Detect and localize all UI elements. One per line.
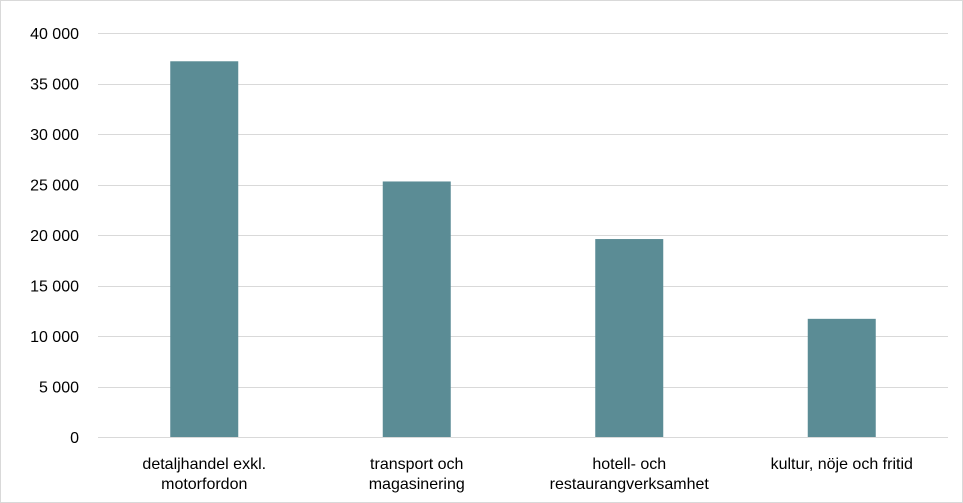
x-category-label-line: magasinering [369, 476, 465, 493]
y-tick-label: 0 [70, 430, 79, 447]
y-tick-label: 25 000 [30, 178, 79, 195]
x-axis-category-labels: detaljhandel exkl. motorfordon transport o… [142, 456, 912, 493]
x-category-label-line: transport och [370, 456, 463, 473]
y-tick-label: 35 000 [30, 77, 79, 94]
x-category-label: hotell- och restaurangverksamhet [550, 456, 710, 493]
bar [382, 181, 451, 437]
y-axis-tick-labels: 0 5 000 10 000 15 000 20 000 25 000 30 000 35 0… [30, 26, 79, 447]
bars [170, 61, 876, 437]
y-tick-label: 20 000 [30, 228, 79, 245]
x-category-label-line: motorfordon [161, 476, 247, 493]
x-category-label-line: restaurangverksamhet [550, 476, 710, 493]
gridlines [98, 33, 948, 438]
bar [807, 318, 876, 437]
x-category-label-line: hotell- och [592, 456, 666, 473]
x-category-label-line: detaljhandel exkl. [142, 456, 266, 473]
x-category-label: detaljhandel exkl. motorfordon [142, 456, 266, 493]
y-tick-label: 10 000 [30, 329, 79, 346]
y-tick-label: 30 000 [30, 127, 79, 144]
x-category-label: kultur, nöje och fritid [771, 456, 913, 473]
y-tick-label: 40 000 [30, 26, 79, 43]
y-tick-label: 5 000 [39, 380, 79, 397]
bar [595, 239, 664, 437]
bar [170, 61, 239, 437]
x-category-label: transport och magasinering [369, 456, 465, 493]
x-category-label-line: kultur, nöje och fritid [771, 456, 913, 473]
y-tick-label: 15 000 [30, 279, 79, 296]
